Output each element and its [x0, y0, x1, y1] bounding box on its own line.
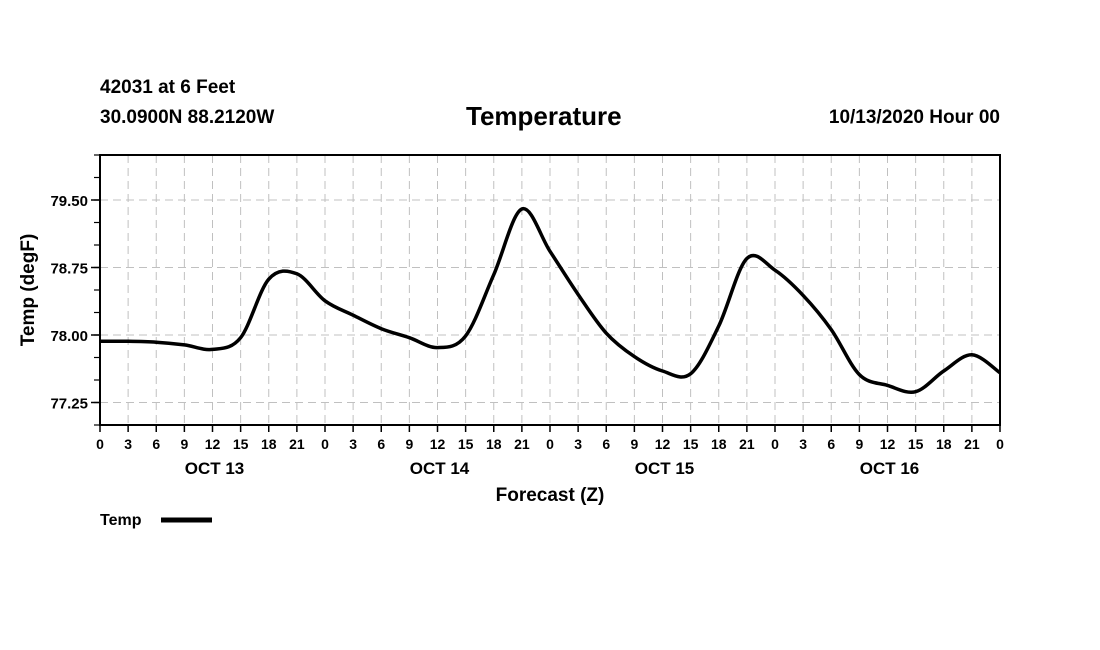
x-tick-label: 12 [880, 436, 896, 452]
x-tick-label: 0 [546, 436, 554, 452]
x-tick-label: 9 [630, 436, 638, 452]
x-tick-label: 15 [908, 436, 924, 452]
x-tick-label: 18 [936, 436, 952, 452]
x-tick-label: 6 [827, 436, 835, 452]
axis-ticks: 0 3 6 9 12 15 18 21 0 3 6 9 12 15 18 21 0 3 6 9 12 15 18 21 0 3 6 9… [50, 154, 1004, 478]
x-tick-label: 3 [124, 436, 132, 452]
x-tick-label: 9 [180, 436, 188, 452]
x-tick-label: 0 [321, 436, 329, 452]
x-tick-label: 12 [655, 436, 671, 452]
legend: Temp [100, 512, 212, 529]
x-tick-label: 6 [602, 436, 610, 452]
x-tick-label: 15 [683, 436, 699, 452]
run-time-label: 10/13/2020 Hour 00 [828, 107, 1000, 128]
x-axis-label: Forecast (Z) [496, 485, 605, 506]
x-tick-label: 0 [771, 436, 779, 452]
grid [100, 155, 1000, 425]
plot-frame [99, 154, 1001, 426]
legend-label-temp: Temp [100, 512, 142, 529]
x-day-label: OCT 15 [635, 459, 695, 478]
x-tick-label: 15 [233, 436, 249, 452]
x-tick-label: 18 [711, 436, 727, 452]
x-day-label: OCT 16 [860, 459, 920, 478]
x-tick-label: 0 [96, 436, 104, 452]
x-tick-label: 15 [458, 436, 474, 452]
x-tick-label: 3 [349, 436, 357, 452]
x-tick-label: 18 [486, 436, 502, 452]
x-tick-label: 6 [152, 436, 160, 452]
station-label: 42031 at 6 Feet [100, 77, 236, 98]
x-tick-label: 21 [514, 436, 530, 452]
location-label: 30.0900N 88.2120W [100, 107, 275, 128]
x-tick-label: 21 [289, 436, 305, 452]
x-tick-label: 6 [377, 436, 385, 452]
x-tick-label: 12 [205, 436, 221, 452]
y-tick-label: 77.25 [50, 396, 88, 413]
x-tick-label: 9 [405, 436, 413, 452]
chart-title: Temperature [466, 101, 622, 131]
x-tick-label: 12 [430, 436, 446, 452]
x-day-label: OCT 13 [185, 459, 245, 478]
x-tick-label: 18 [261, 436, 277, 452]
x-tick-label: 3 [799, 436, 807, 452]
x-tick-label: 21 [739, 436, 755, 452]
y-axis-label: Temp (degF) [18, 234, 39, 347]
y-tick-label: 79.50 [50, 193, 88, 210]
y-tick-label: 78.75 [50, 261, 88, 278]
temp-series-line [99, 207, 1002, 394]
x-tick-label: 9 [855, 436, 863, 452]
y-tick-label: 78.00 [50, 328, 88, 345]
x-tick-label: 3 [574, 436, 582, 452]
x-tick-label: 21 [964, 436, 980, 452]
x-tick-label: 0 [996, 436, 1004, 452]
x-day-label: OCT 14 [410, 459, 470, 478]
